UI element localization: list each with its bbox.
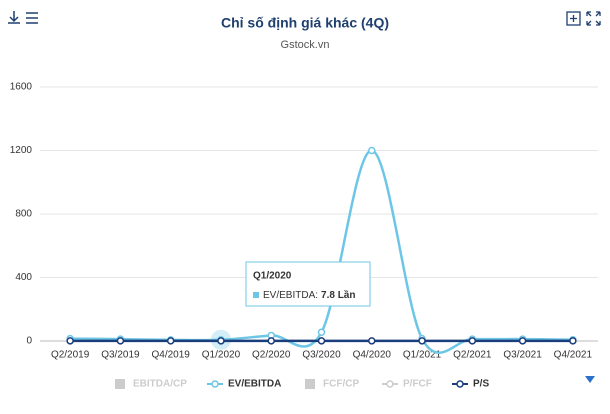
data-point — [418, 337, 426, 345]
data-point — [66, 337, 74, 345]
expand-icon[interactable] — [586, 11, 601, 26]
y-tick-label: 0 — [26, 336, 32, 347]
x-tick-label: Q4/2020 — [353, 350, 392, 361]
legend-symbol — [115, 379, 125, 389]
legend-symbol — [456, 380, 464, 388]
y-tick-label: 400 — [15, 272, 32, 283]
legend-symbol — [305, 379, 315, 389]
legend-symbol — [386, 380, 394, 388]
tooltip-value: 7.8 Lần — [321, 289, 355, 301]
tooltip: Q1/2020 EV/EBITDA: 7.8 Lần — [245, 261, 371, 307]
data-point — [569, 337, 577, 345]
data-point — [217, 337, 225, 345]
download-icon[interactable] — [8, 11, 20, 24]
data-point — [468, 337, 477, 345]
legend-label: FCF/CP — [323, 379, 359, 390]
legend-item[interactable]: EV/EBITDA — [207, 379, 281, 390]
data-point — [368, 337, 376, 345]
menu-icon[interactable] — [26, 12, 38, 24]
series-line — [70, 149, 573, 354]
tooltip-swatch — [253, 292, 259, 298]
data-point — [317, 337, 326, 345]
x-tick-label: Q1/2020 — [202, 350, 241, 361]
legend-label: EBITDA/CP — [133, 379, 187, 390]
x-tick-label: Q3/2020 — [302, 350, 341, 361]
chart-title: Chỉ số định giá khác (4Q) — [221, 15, 389, 31]
tooltip-title: Q1/2020 — [253, 271, 292, 282]
x-tick-label: Q3/2021 — [503, 350, 542, 361]
legend-item[interactable]: P/S — [452, 379, 489, 390]
data-point — [166, 337, 175, 345]
chart-subtitle: Gstock.vn — [281, 39, 330, 51]
y-tick-label: 800 — [15, 209, 32, 220]
legend-nav[interactable] — [585, 376, 595, 383]
x-tick-label: Q4/2019 — [151, 350, 190, 361]
legend-item[interactable]: EBITDA/CP — [115, 379, 187, 390]
legend-label: EV/EBITDA — [228, 379, 281, 390]
tooltip-text: EV/EBITDA: 7.8 Lần — [263, 289, 355, 301]
y-tick-label: 1200 — [10, 145, 33, 156]
data-point — [518, 337, 527, 345]
x-tick-label: Q2/2019 — [51, 350, 90, 361]
legend-label: P/FCF — [403, 379, 432, 390]
y-tick-label: 1600 — [10, 82, 33, 93]
tooltip-label: EV/EBITDA: — [263, 290, 318, 301]
x-tick-label: Q2/2021 — [453, 350, 492, 361]
legend-symbol — [211, 380, 219, 388]
legend-label: P/S — [473, 379, 489, 390]
x-tick-label: Q1/2021 — [403, 350, 442, 361]
x-tick-label: Q3/2019 — [101, 350, 140, 361]
x-tick-label: Q2/2020 — [252, 350, 291, 361]
tooltip-box — [245, 261, 371, 307]
add-icon[interactable] — [566, 11, 581, 26]
data-point — [267, 337, 275, 345]
legend-item[interactable]: FCF/CP — [305, 379, 359, 390]
x-tick-label: Q4/2021 — [554, 350, 593, 361]
data-point — [116, 337, 125, 345]
data-point — [317, 328, 326, 337]
data-point — [368, 146, 376, 155]
legend-item[interactable]: P/FCF — [382, 379, 432, 390]
